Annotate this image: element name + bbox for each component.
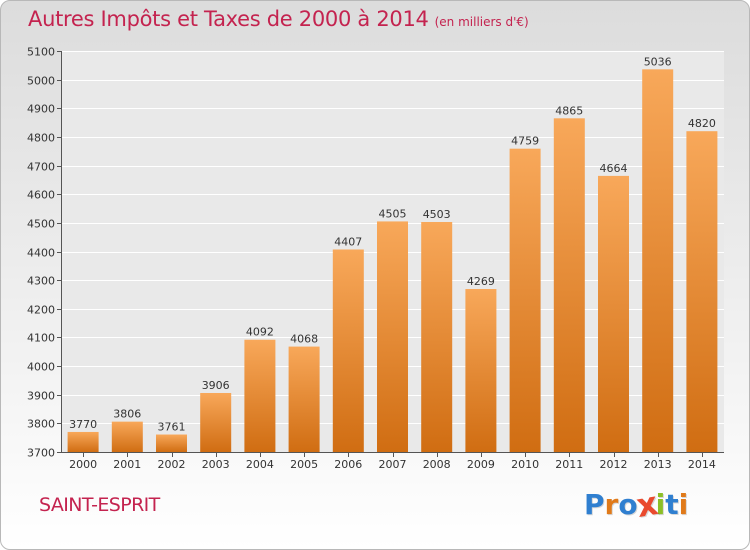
y-tick-label: 5000: [27, 75, 55, 88]
y-tick-label: 5100: [27, 46, 55, 59]
bars: [67, 69, 718, 453]
x-tick-label-2009: 2009: [467, 458, 495, 471]
value-label-2004: 4092: [246, 326, 274, 339]
value-label-2000: 3770: [69, 418, 97, 431]
x-tick-label-2006: 2006: [334, 458, 362, 471]
x-tick-label-2010: 2010: [511, 458, 539, 471]
value-label-2002: 3761: [158, 421, 186, 434]
value-label-2010: 4759: [511, 135, 539, 148]
value-label-2001: 3806: [113, 408, 141, 421]
chart-title: Autres Impôts et Taxes de 2000 à 2014 (en…: [28, 7, 529, 31]
x-tick-label-2001: 2001: [113, 458, 141, 471]
y-tick-label: 4800: [27, 132, 55, 145]
y-tick-label: 4300: [27, 275, 55, 288]
bar-2003: [200, 392, 232, 452]
x-tick-label-2005: 2005: [290, 458, 318, 471]
axes: 3700 3800 3900 4000 4100 4200 4300 4400 4500 4600…: [27, 46, 724, 471]
x-tick-label-2003: 2003: [202, 458, 230, 471]
logo-letter: t: [665, 488, 679, 521]
logo-letter: o: [618, 488, 638, 521]
bar-2010: [509, 148, 541, 452]
y-tick-label: 4000: [27, 361, 55, 374]
bar-2014: [686, 131, 718, 452]
x-tick-label-2013: 2013: [644, 458, 672, 471]
bar-2001: [111, 421, 143, 452]
x-tick-label-2014: 2014: [688, 458, 716, 471]
x-tick-label-2004: 2004: [246, 458, 274, 471]
logo-letter: P: [584, 488, 605, 521]
value-label-2011: 4865: [555, 104, 583, 117]
value-label-2013: 5036: [644, 55, 672, 68]
proxiti-logo: Proxiti: [584, 484, 689, 525]
value-label-2007: 4505: [379, 207, 407, 220]
chart-subtitle: (en milliers d'€): [434, 15, 529, 29]
bar-2009: [465, 289, 497, 452]
x-tick-label-2008: 2008: [423, 458, 451, 471]
bar-2011: [553, 118, 585, 452]
bar-2004: [244, 339, 276, 452]
y-tick-label: 4200: [27, 304, 55, 317]
logo-letter: r: [604, 488, 619, 521]
y-tick-label: 4100: [27, 332, 55, 345]
value-label-2003: 3906: [202, 379, 230, 392]
value-label-2009: 4269: [467, 275, 495, 288]
bar-2005: [288, 346, 320, 452]
x-tick-label-2002: 2002: [158, 458, 186, 471]
x-tick-label-2000: 2000: [69, 458, 97, 471]
x-tick-label-2011: 2011: [555, 458, 583, 471]
bar-2013: [642, 69, 674, 453]
y-tick-label: 4700: [27, 161, 55, 174]
bar-2002: [156, 434, 187, 452]
logo-letter: i: [678, 488, 689, 521]
y-tick-label: 3800: [27, 418, 55, 431]
data-labels: 3770 3806 3761 3906 4092 4068 4407 4505 4503 4269…: [69, 55, 716, 433]
bar-2000: [67, 431, 99, 452]
value-label-2008: 4503: [423, 208, 451, 221]
bar-2008: [421, 221, 453, 452]
chart-title-text: Autres Impôts et Taxes de 2000 à 2014: [28, 7, 429, 31]
y-tick-label: 3700: [27, 447, 55, 460]
y-tick-label: 4600: [27, 189, 55, 202]
bar-2006: [332, 249, 364, 452]
y-tick-label: 4500: [27, 218, 55, 231]
y-tick-label: 4400: [27, 247, 55, 260]
value-label-2014: 4820: [688, 117, 716, 130]
place-name: SAINT-ESPRIT: [39, 494, 160, 516]
logo-letter: i: [655, 488, 666, 521]
y-tick-label: 4900: [27, 103, 55, 116]
bar-2007: [377, 221, 408, 452]
x-tick-label-2007: 2007: [379, 458, 407, 471]
value-label-2012: 4664: [600, 162, 628, 175]
y-tick-label: 3900: [27, 390, 55, 403]
x-tick-label-2012: 2012: [600, 458, 628, 471]
value-label-2005: 4068: [290, 333, 318, 346]
bar-2012: [598, 175, 629, 452]
value-label-2006: 4407: [334, 235, 362, 248]
